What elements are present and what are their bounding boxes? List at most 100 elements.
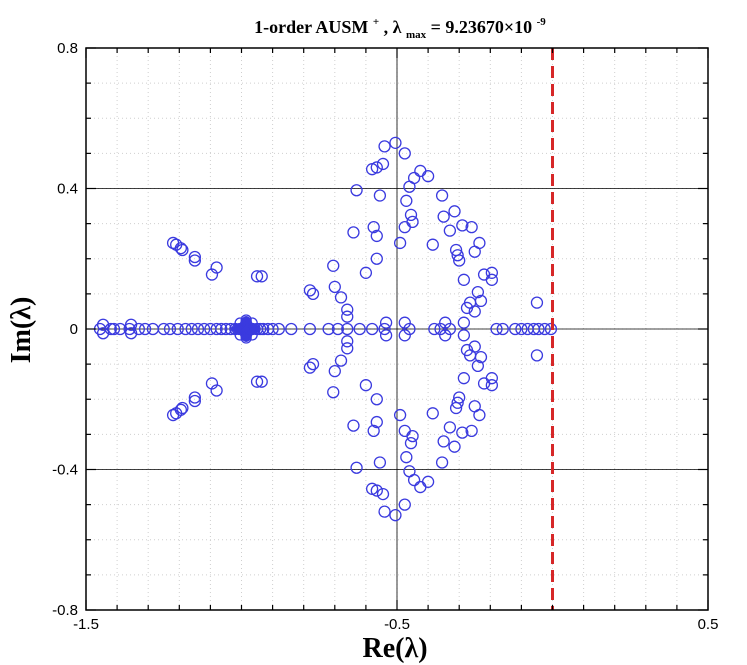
data-point <box>240 332 252 344</box>
data-point <box>124 318 138 331</box>
data-point <box>448 440 461 453</box>
title-superscript: + <box>373 16 379 28</box>
data-point <box>174 403 188 416</box>
data-point <box>515 322 528 336</box>
axis-ticks <box>85 47 709 611</box>
data-point <box>403 322 416 336</box>
data-point <box>249 323 261 335</box>
title-exponent: -9 <box>537 16 547 28</box>
y-tick-label: 0.4 <box>57 181 78 198</box>
data-point <box>471 285 485 299</box>
title-lambda: , λ <box>384 17 402 37</box>
y-tick-label: 0 <box>70 321 78 338</box>
data-point <box>379 316 393 329</box>
data-point <box>468 340 481 353</box>
data-point <box>471 359 485 373</box>
data-point <box>322 322 335 336</box>
data-point <box>457 372 471 385</box>
data-point <box>477 377 491 390</box>
data-point <box>460 301 474 315</box>
data-point <box>398 329 411 342</box>
data-point <box>341 342 354 355</box>
data-point <box>359 266 373 279</box>
data-point <box>451 396 464 409</box>
data-point <box>485 379 499 392</box>
data-point <box>334 354 348 367</box>
data-point <box>468 305 481 318</box>
data-point <box>157 322 170 336</box>
data-point <box>285 322 298 336</box>
data-point <box>544 322 558 336</box>
data-point <box>393 408 407 422</box>
data-point <box>443 224 457 237</box>
data-point <box>96 318 110 331</box>
data-point <box>398 147 411 160</box>
data-point <box>370 484 383 497</box>
data-point <box>303 284 317 297</box>
data-point <box>132 322 146 336</box>
data-point <box>509 322 522 336</box>
data-point <box>350 184 363 197</box>
y-axis-label: Im(λ) <box>6 297 37 364</box>
data-point <box>443 421 457 434</box>
data-point <box>404 208 418 221</box>
data-point <box>234 329 246 341</box>
data-point <box>255 375 268 388</box>
data-point <box>234 317 246 329</box>
data-point <box>341 310 354 323</box>
data-point <box>389 509 402 522</box>
data-point <box>334 291 348 304</box>
chart-title: 1-order AUSM + , λ max = 9.23670×10 -9 <box>254 9 546 42</box>
data-point <box>376 157 390 171</box>
data-point <box>124 327 138 340</box>
data-point <box>530 296 544 309</box>
x-tick-label: -0.5 <box>384 616 410 633</box>
data-point <box>188 250 202 264</box>
data-point <box>421 170 435 183</box>
data-point <box>328 364 341 378</box>
data-point <box>453 391 466 404</box>
data-point <box>191 322 205 336</box>
title-prefix: 1-order AUSM <box>254 17 368 37</box>
data-point <box>188 394 202 408</box>
data-point <box>457 316 471 329</box>
data-point <box>426 238 439 251</box>
data-point <box>496 322 509 336</box>
data-point <box>365 322 379 336</box>
data-point <box>406 215 419 229</box>
data-point <box>404 437 418 450</box>
data-point <box>176 243 189 257</box>
data-point <box>434 322 447 336</box>
y-tick-label: 0.8 <box>57 40 78 57</box>
data-point <box>398 424 411 438</box>
data-point <box>367 220 380 234</box>
data-point <box>240 314 252 326</box>
data-point <box>378 505 391 518</box>
data-point <box>96 327 110 340</box>
data-point <box>188 391 202 404</box>
data-point <box>477 268 491 281</box>
data-point <box>327 386 340 399</box>
data-point <box>176 401 189 415</box>
data-point <box>437 210 450 223</box>
data-point <box>456 426 469 439</box>
data-point <box>457 329 471 342</box>
data-point <box>370 393 383 406</box>
data-point <box>428 322 441 336</box>
data-point <box>255 270 268 283</box>
data-point <box>174 242 188 255</box>
data-point <box>171 322 184 336</box>
data-point <box>443 322 457 336</box>
data-point <box>370 229 383 243</box>
data-point <box>398 220 411 234</box>
data-point <box>327 259 340 272</box>
data-point <box>303 361 317 374</box>
data-point <box>331 322 345 336</box>
data-point <box>451 249 464 262</box>
data-point <box>532 322 545 336</box>
data-point <box>359 379 373 392</box>
data-point <box>439 329 452 342</box>
x-tick-labels: -1.5 -0.5 0.5 <box>73 616 718 633</box>
data-point <box>107 322 121 336</box>
data-point <box>437 435 450 448</box>
